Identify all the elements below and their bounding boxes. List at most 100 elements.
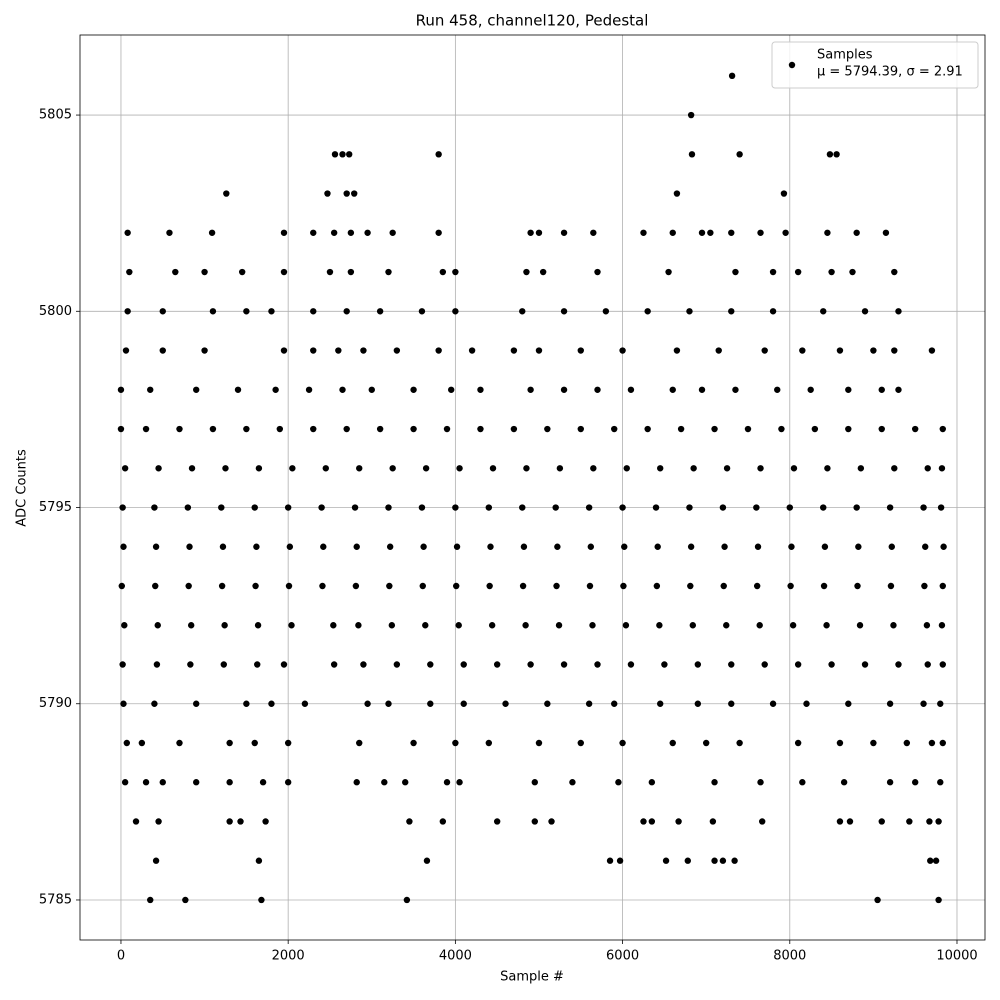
point (427, 661, 434, 668)
point (142, 779, 150, 786)
point (393, 661, 401, 668)
point (619, 347, 626, 354)
point (368, 386, 375, 393)
point (882, 229, 890, 236)
point (117, 386, 125, 393)
point (326, 268, 334, 276)
point (761, 661, 768, 668)
point (427, 700, 434, 707)
point (669, 739, 676, 747)
point (330, 661, 338, 668)
point (627, 661, 635, 668)
point (895, 308, 902, 315)
point (234, 386, 242, 393)
point (452, 504, 459, 511)
chart-title: Run 458, channel120, Pedestal (416, 12, 649, 30)
point (707, 229, 714, 236)
point (836, 818, 844, 825)
point (732, 386, 739, 393)
point (828, 268, 835, 276)
point (719, 857, 727, 864)
point (356, 739, 363, 747)
point (360, 347, 367, 354)
point (846, 818, 854, 825)
point (176, 739, 183, 747)
point (690, 465, 697, 472)
point (243, 308, 250, 315)
point (555, 622, 563, 629)
point (155, 818, 162, 825)
point (644, 425, 651, 433)
point (331, 151, 339, 158)
x-tick-label: 2000 (272, 949, 305, 964)
y-tick-label: 5800 (39, 304, 72, 319)
point (698, 386, 706, 393)
point (527, 229, 534, 236)
point (251, 504, 258, 511)
point (403, 896, 411, 904)
point (888, 543, 895, 550)
point (439, 268, 447, 276)
point (151, 504, 158, 511)
point (418, 308, 426, 315)
point (820, 582, 828, 590)
point (845, 425, 852, 433)
point (330, 622, 337, 629)
point (252, 582, 259, 590)
point (657, 465, 664, 472)
point (939, 739, 946, 747)
point (732, 268, 739, 276)
point (226, 739, 233, 747)
point (418, 504, 426, 511)
point (553, 582, 560, 590)
point (259, 779, 267, 786)
point (435, 347, 442, 354)
point (319, 582, 326, 590)
point (787, 582, 794, 590)
point (268, 700, 275, 707)
point (761, 347, 768, 354)
point (616, 857, 624, 864)
point (452, 739, 459, 747)
point (406, 818, 413, 825)
point (648, 779, 656, 786)
legend-box (771, 41, 979, 89)
point (138, 739, 146, 747)
point (653, 582, 661, 590)
point (711, 425, 718, 433)
point (186, 543, 193, 550)
point (388, 622, 396, 629)
point (594, 661, 601, 668)
point (937, 779, 944, 786)
point (255, 465, 263, 472)
point (887, 582, 895, 590)
point (854, 582, 861, 590)
point (209, 308, 217, 315)
point (675, 818, 682, 825)
point (689, 622, 697, 629)
point (147, 896, 154, 904)
point (320, 543, 327, 550)
point (284, 739, 292, 747)
point (891, 465, 898, 472)
point (208, 229, 216, 236)
point (652, 504, 660, 511)
point (117, 425, 125, 433)
point (343, 190, 350, 197)
legend-marker (788, 61, 796, 69)
point (519, 504, 526, 511)
point (794, 268, 802, 276)
point (423, 857, 431, 864)
point (286, 543, 294, 550)
point (654, 543, 661, 550)
point (193, 386, 200, 393)
x-tick-label: 6000 (606, 949, 639, 964)
point (284, 779, 292, 786)
point (356, 465, 363, 472)
point (906, 818, 913, 825)
point (343, 425, 350, 433)
point (422, 465, 430, 472)
point (627, 386, 635, 393)
point (226, 779, 233, 786)
